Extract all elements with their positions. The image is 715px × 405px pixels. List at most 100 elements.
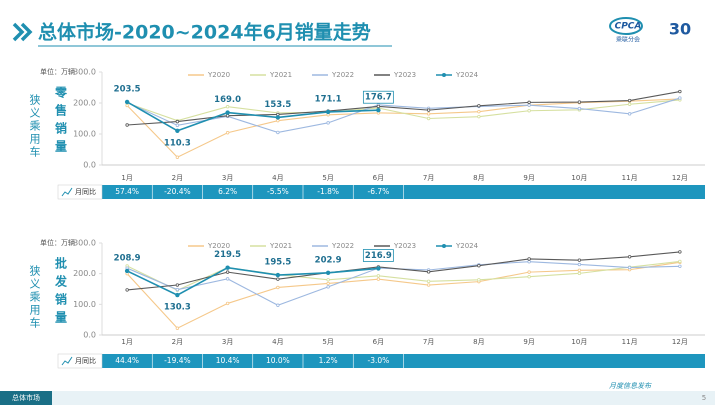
point-marker <box>577 262 582 267</box>
yoy-value: -5.5% <box>267 187 289 196</box>
point-marker <box>627 255 632 259</box>
point-marker <box>376 104 381 109</box>
point-marker <box>225 110 230 115</box>
point-marker <box>426 270 431 274</box>
yoy-value: 10.4% <box>216 356 240 365</box>
point-marker <box>275 272 281 278</box>
point-marker <box>124 99 130 105</box>
point-marker <box>275 115 281 120</box>
x-tick-label: 5月 <box>322 338 333 346</box>
legend-label: Y2020 <box>207 71 230 79</box>
point-marker <box>276 118 280 123</box>
yoy-value: -6.7% <box>367 187 389 196</box>
yoy-icon <box>61 356 73 366</box>
yoy-value: 10.0% <box>266 356 290 365</box>
point-marker <box>678 259 682 264</box>
yoy-value: 57.4% <box>115 187 139 196</box>
point-marker <box>477 109 481 114</box>
point-marker <box>376 266 381 271</box>
legend-label: Y2023 <box>393 71 416 79</box>
series-line <box>127 90 680 126</box>
slide-title: 总体市场-2020~2024年6月销量走势 <box>38 21 371 44</box>
footer-bar <box>0 391 715 405</box>
yoy-head <box>57 184 103 200</box>
point-marker <box>325 109 331 115</box>
series-line <box>126 99 680 122</box>
point-marker <box>577 258 582 262</box>
point-marker <box>225 270 230 274</box>
x-tick-label: 9月 <box>523 338 534 346</box>
point-marker <box>627 102 632 106</box>
y-tick-label: 100.0 <box>73 130 96 139</box>
point-marker <box>678 89 682 94</box>
point-marker <box>376 277 381 281</box>
x-tick-label: 12月 <box>672 338 688 346</box>
point-marker <box>527 103 531 107</box>
metric-label: 零售销量 <box>54 86 68 158</box>
series-line <box>126 261 680 329</box>
yoy-icon <box>61 187 73 197</box>
unit-label: 单位：万辆 <box>40 67 75 76</box>
point-marker <box>477 114 481 119</box>
data-label: 169.0 <box>214 95 241 105</box>
legend-marker <box>442 244 446 248</box>
point-marker <box>577 100 582 104</box>
point-marker <box>326 121 330 125</box>
point-marker <box>627 265 632 270</box>
yoy-value: 6.2% <box>218 187 237 196</box>
series-line <box>126 260 680 291</box>
yoy-value: -20.4% <box>164 187 191 196</box>
point-marker <box>627 98 632 103</box>
point-marker <box>527 260 531 264</box>
logo-subtext: 乘联分会 <box>616 36 640 44</box>
point-marker <box>225 277 230 281</box>
yoy-head <box>57 353 103 369</box>
y-tick-label: 200.0 <box>73 269 96 278</box>
x-tick-label: 12月 <box>672 174 688 182</box>
data-label: 208.9 <box>114 253 141 263</box>
y-tick-label: 300.0 <box>73 239 96 248</box>
point-marker <box>175 283 180 287</box>
point-marker <box>527 270 531 274</box>
yoy-label: 月同比 <box>75 356 96 365</box>
legend-label: Y2021 <box>269 71 292 79</box>
unit-label: 单位：万辆 <box>40 238 75 247</box>
series-line <box>126 101 379 132</box>
point-marker <box>326 285 330 289</box>
segment-label: 狭义乘用车 <box>28 94 41 159</box>
legend-label: Y2024 <box>455 242 479 250</box>
point-marker <box>175 119 180 124</box>
label-box <box>362 90 394 104</box>
point-marker <box>225 265 230 270</box>
x-tick-label: 2月 <box>172 174 183 182</box>
point-marker <box>577 106 582 111</box>
yoy-label: 月同比 <box>75 187 96 196</box>
point-marker <box>527 109 531 113</box>
yoy-value: -19.4% <box>164 356 191 365</box>
point-marker <box>276 130 280 135</box>
point-marker <box>225 105 230 109</box>
point-marker <box>477 104 481 108</box>
point-marker <box>477 278 481 282</box>
x-tick-label: 8月 <box>473 174 484 182</box>
x-tick-label: 6月 <box>373 174 384 182</box>
point-marker <box>577 268 582 272</box>
x-tick-label: 1月 <box>121 174 132 182</box>
x-tick-label: 11月 <box>622 174 638 182</box>
point-marker <box>477 263 481 268</box>
point-marker <box>678 250 682 254</box>
data-label: 216.9 <box>365 251 392 261</box>
logo-text: CPCA <box>615 22 642 32</box>
point-marker <box>276 303 280 307</box>
point-marker <box>225 131 230 135</box>
point-marker <box>426 108 431 112</box>
point-marker <box>175 287 180 292</box>
x-tick-label: 3月 <box>222 338 233 346</box>
x-tick-label: 7月 <box>423 174 434 182</box>
data-label: 202.9 <box>315 255 342 265</box>
x-tick-label: 2月 <box>172 338 183 346</box>
yoy-value: 44.4% <box>115 356 139 365</box>
point-marker <box>326 281 330 286</box>
point-marker <box>376 108 381 113</box>
